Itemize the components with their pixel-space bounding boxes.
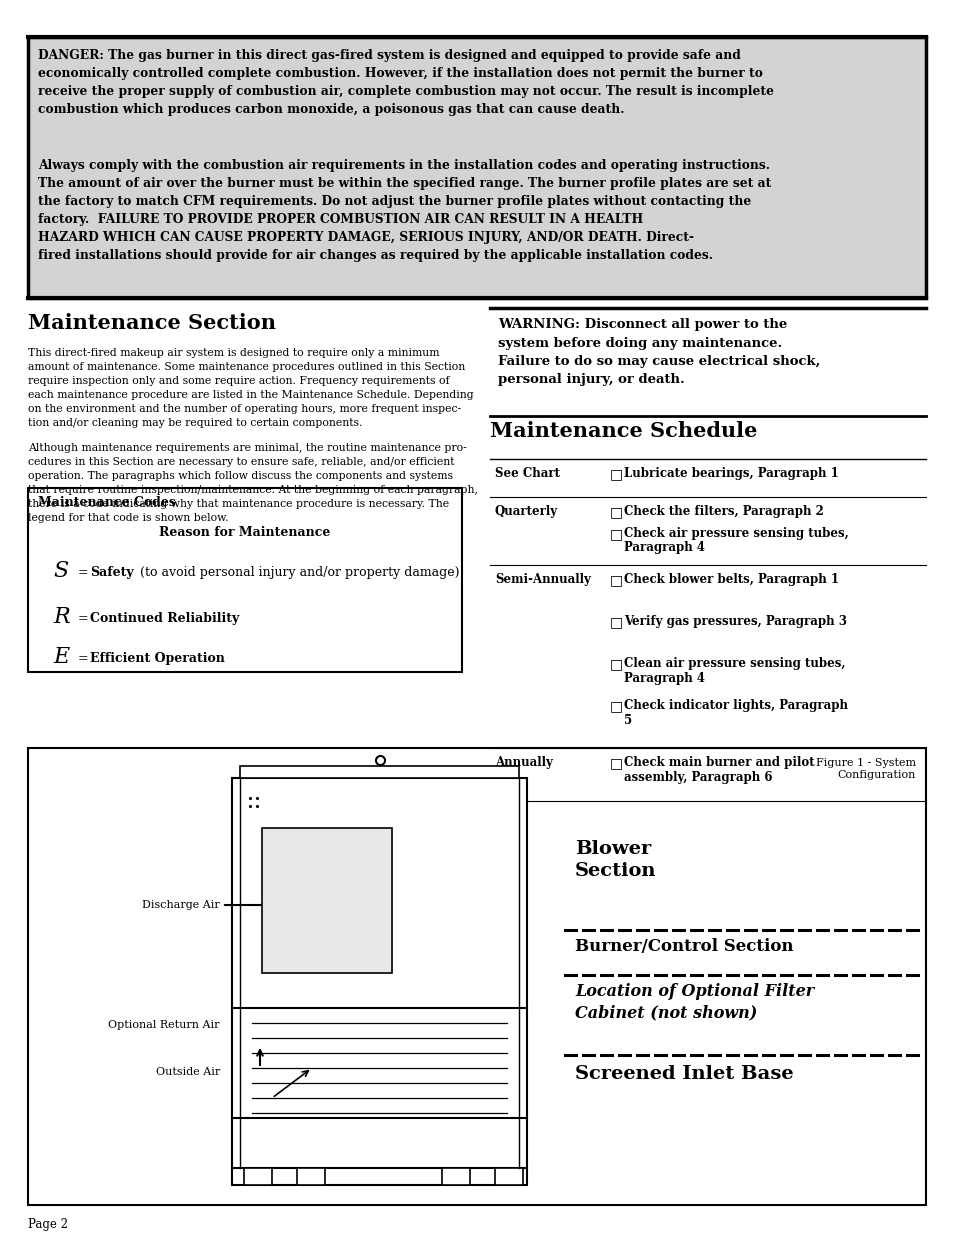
Text: See Chart: See Chart [495, 467, 559, 480]
Bar [232, 778, 526, 1186]
Bar [244, 1168, 272, 1186]
Text: This direct-fired makeup air system is designed to require only a minimum
amount: This direct-fired makeup air system is d… [28, 348, 473, 429]
Text: Paragraph 4: Paragraph 4 [623, 541, 704, 555]
Text: □: □ [609, 573, 622, 587]
Text: Check the filters, Paragraph 2: Check the filters, Paragraph 2 [623, 505, 823, 517]
Text: (to avoid personal injury and/or property damage): (to avoid personal injury and/or propert… [136, 566, 459, 579]
Text: □: □ [609, 657, 622, 671]
Text: Paragraph 4: Paragraph 4 [623, 672, 704, 685]
Text: =: = [78, 652, 92, 664]
Text: Optional Return Air: Optional Return Air [109, 1020, 220, 1030]
Text: □: □ [609, 505, 622, 519]
Text: Although maintenance requirements are minimal, the routine maintenance pro-
cedu: Although maintenance requirements are mi… [28, 443, 477, 522]
Text: E: E [53, 646, 70, 668]
Text: Annually: Annually [495, 756, 553, 769]
Text: assembly, Paragraph 6: assembly, Paragraph 6 [623, 771, 772, 784]
Text: WARNING: Disconnect all power to the
system before doing any maintenance.
Failur: WARNING: Disconnect all power to the sys… [497, 317, 820, 387]
Text: Always comply with the combustion air requirements in the installation codes and: Always comply with the combustion air re… [38, 159, 771, 262]
Bar [262, 827, 392, 973]
Bar [296, 1168, 325, 1186]
Text: Burner/Control Section: Burner/Control Section [575, 939, 793, 955]
Text: Quarterly: Quarterly [495, 505, 558, 517]
Text: Blower
Section: Blower Section [575, 840, 656, 881]
Text: Semi-Annually: Semi-Annually [495, 573, 590, 585]
Text: Location of Optional Filter
Cabinet (not shown): Location of Optional Filter Cabinet (not… [575, 983, 813, 1021]
Text: Check indicator lights, Paragraph: Check indicator lights, Paragraph [623, 699, 847, 713]
Text: Maintenance Codes: Maintenance Codes [38, 496, 175, 509]
Text: □: □ [609, 527, 622, 541]
Text: Page 2: Page 2 [28, 1218, 68, 1231]
Bar [240, 766, 518, 778]
Text: S: S [53, 559, 69, 582]
Bar [28, 748, 925, 1205]
Text: DANGER: The gas burner in this direct gas-fired system is designed and equipped : DANGER: The gas burner in this direct ga… [38, 49, 773, 116]
Text: Outside Air: Outside Air [155, 1067, 220, 1077]
Bar [28, 37, 925, 298]
Text: Check air pressure sensing tubes,: Check air pressure sensing tubes, [623, 527, 848, 540]
Text: Discharge Air: Discharge Air [142, 900, 220, 910]
Text: □: □ [609, 467, 622, 480]
Text: Screened Inlet Base: Screened Inlet Base [575, 1065, 793, 1083]
Text: □: □ [609, 699, 622, 713]
Text: Check main burner and pilot: Check main burner and pilot [623, 756, 814, 769]
Text: Continued Reliability: Continued Reliability [90, 613, 239, 625]
Bar [495, 1168, 522, 1186]
Text: =: = [78, 613, 92, 625]
Text: Maintenance Schedule: Maintenance Schedule [490, 421, 757, 441]
Text: Check blower belts, Paragraph 1: Check blower belts, Paragraph 1 [623, 573, 838, 585]
Text: Safety: Safety [90, 566, 133, 579]
Text: □: □ [609, 615, 622, 629]
Text: Verify gas pressures, Paragraph 3: Verify gas pressures, Paragraph 3 [623, 615, 846, 629]
Bar [28, 488, 461, 672]
Text: Maintenance Section: Maintenance Section [28, 312, 275, 333]
Text: R: R [53, 606, 70, 629]
Text: Figure 1 - System
Configuration: Figure 1 - System Configuration [815, 758, 915, 781]
Text: Lubricate bearings, Paragraph 1: Lubricate bearings, Paragraph 1 [623, 467, 838, 480]
Text: 5: 5 [623, 714, 632, 727]
Text: Clean air pressure sensing tubes,: Clean air pressure sensing tubes, [623, 657, 844, 671]
Text: □: □ [609, 756, 622, 769]
Bar [441, 1168, 470, 1186]
Text: =: = [78, 566, 92, 579]
Text: Reason for Maintenance: Reason for Maintenance [159, 526, 331, 538]
Text: Efficient Operation: Efficient Operation [90, 652, 225, 664]
